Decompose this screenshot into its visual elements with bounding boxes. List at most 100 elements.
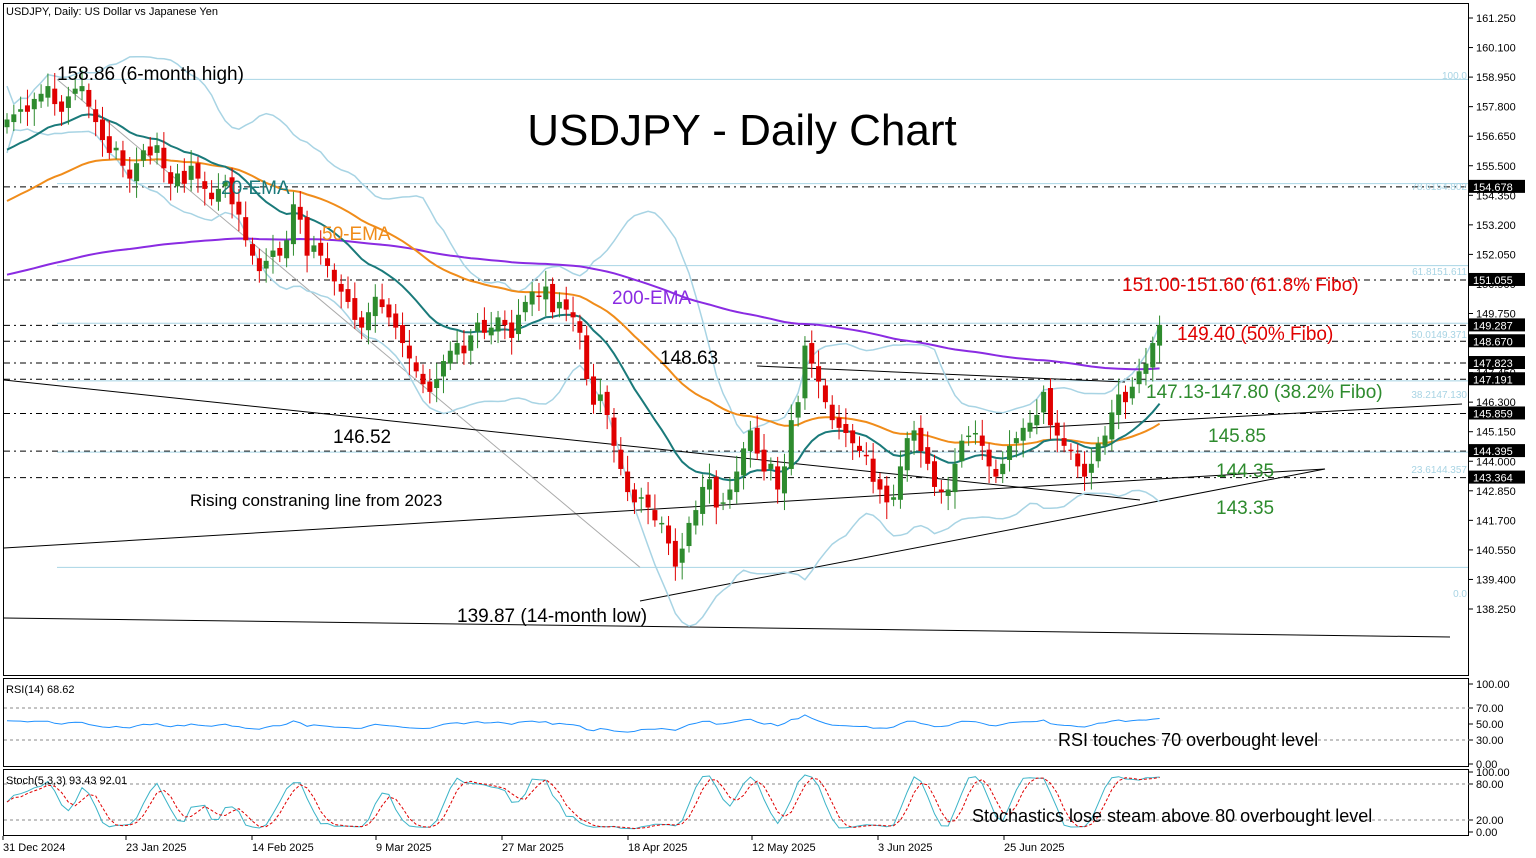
candle-bearish	[863, 454, 869, 457]
candle-bearish	[345, 289, 351, 302]
candle-bearish	[645, 494, 651, 508]
candle-bullish	[31, 98, 37, 110]
oscillators	[4, 707, 1469, 830]
stoch-tick-label: 80.00	[1476, 779, 1504, 791]
window-header: USDJPY, Daily: US Dollar vs Japanese Yen	[6, 6, 218, 18]
candle-bearish	[672, 540, 678, 567]
candle-bearish	[857, 445, 862, 451]
candle-bullish	[1095, 443, 1101, 462]
candle-bearish	[761, 449, 767, 472]
y-tick-label: 154.350	[1476, 190, 1516, 202]
candle-bullish	[693, 510, 699, 526]
candle-bearish	[625, 471, 631, 493]
candle-bullish	[113, 147, 119, 151]
y-tick-label: 160.100	[1476, 43, 1516, 55]
trend-line	[1029, 403, 1463, 429]
y-tick-label: 158.950	[1476, 72, 1516, 84]
candle-bullish	[38, 93, 44, 102]
candle-bullish	[1034, 414, 1040, 426]
candle-bearish	[550, 283, 556, 313]
candle-bearish	[386, 304, 392, 318]
candle-bearish	[850, 430, 856, 444]
background-layer	[3, 78, 1469, 638]
fibonacci-diagonal	[56, 79, 641, 568]
annotation-148-63: 148.63	[660, 348, 718, 369]
candles	[4, 70, 1163, 581]
candle-bearish	[809, 343, 815, 364]
candle-bearish	[918, 427, 924, 451]
candle-bullish	[222, 181, 228, 187]
candle-bearish	[256, 258, 262, 272]
candle-bullish	[706, 479, 712, 490]
stoch-k-line	[6, 774, 1160, 830]
candle-bullish	[454, 343, 460, 355]
rsi-panel-frame	[3, 678, 1469, 767]
candle-bearish	[1122, 391, 1128, 403]
candle-bearish	[666, 525, 672, 544]
candle-bearish	[461, 345, 467, 354]
candle-bullish	[556, 301, 562, 309]
price-box	[1469, 334, 1525, 348]
candle-bullish	[700, 486, 706, 514]
candle-bearish	[202, 181, 208, 189]
price-box-label: 147.191	[1473, 374, 1513, 386]
candle-bearish	[325, 258, 331, 266]
candle-bearish	[236, 201, 242, 215]
candle-bearish	[24, 105, 30, 112]
annotation-fibo-50: 149.40 (50% Fibo)	[1177, 324, 1333, 345]
candle-bearish	[979, 435, 985, 446]
candle-bullish	[468, 335, 474, 351]
candle-bearish	[1075, 453, 1081, 467]
x-tick-label: 12 May 2025	[752, 842, 816, 854]
candle-bullish	[516, 314, 521, 335]
candle-bullish	[270, 250, 276, 257]
x-tick-label: 9 Mar 2025	[376, 842, 432, 854]
y-tick-label: 144.000	[1476, 456, 1516, 468]
candle-bearish	[509, 322, 515, 338]
rsi-line	[6, 714, 1160, 733]
trend-line	[3, 379, 1141, 501]
candle-bullish	[1129, 386, 1135, 399]
price-box	[1469, 356, 1525, 370]
candle-bullish	[188, 165, 194, 180]
x-tick-label: 27 Mar 2025	[502, 842, 564, 854]
candle-bullish	[434, 379, 440, 389]
price-box	[1469, 470, 1525, 484]
annotation-rising-line: Rising constraning line from 2023	[190, 491, 442, 510]
candle-bullish	[365, 312, 371, 331]
trend-line	[3, 617, 1451, 638]
axes: 161.250 160.100 158.950 157.800 156.650 155.5…	[2, 13, 1525, 854]
candle-bearish	[427, 381, 433, 392]
candle-bearish	[618, 449, 624, 469]
candle-bullish	[802, 345, 808, 399]
candle-bullish	[727, 489, 733, 500]
price-box-label: 143.364	[1473, 473, 1513, 485]
fib-label-618: 61.8151.611	[1412, 267, 1467, 278]
candle-bearish	[106, 136, 112, 153]
candle-bearish	[536, 295, 542, 298]
annotation-6-month-high: 158.86 (6-month high)	[57, 64, 244, 85]
candle-bearish	[1068, 449, 1074, 452]
ema-20-line	[6, 113, 1161, 482]
candle-bearish	[1082, 463, 1088, 477]
candle-bullish	[65, 96, 71, 108]
annotation-20-ema: 20-EMA	[221, 178, 290, 199]
candle-bullish	[1109, 412, 1115, 440]
candle-bearish	[379, 299, 385, 308]
candle-bearish	[563, 299, 569, 310]
candle-bearish	[1061, 438, 1067, 446]
annotation-200-ema: 200-EMA	[612, 288, 692, 309]
bollinger-upper-line	[6, 56, 1161, 435]
rsi-tick-label: 50.00	[1476, 719, 1504, 731]
fib-label-0: 0.0	[1453, 589, 1467, 600]
y-tick-label: 157.800	[1476, 102, 1516, 114]
stoch-note: Stochastics lose steam above 80 overboug…	[972, 806, 1372, 826]
annotation-143-35: 143.35	[1216, 498, 1274, 519]
annotation-145-85: 145.85	[1208, 426, 1266, 447]
y-tick-label: 146.300	[1476, 397, 1516, 409]
y-tick-label: 153.200	[1476, 220, 1516, 232]
candle-bullish	[1150, 343, 1156, 368]
candle-bullish	[891, 497, 897, 500]
candle-bullish	[659, 522, 665, 525]
candle-bullish	[1020, 427, 1026, 441]
